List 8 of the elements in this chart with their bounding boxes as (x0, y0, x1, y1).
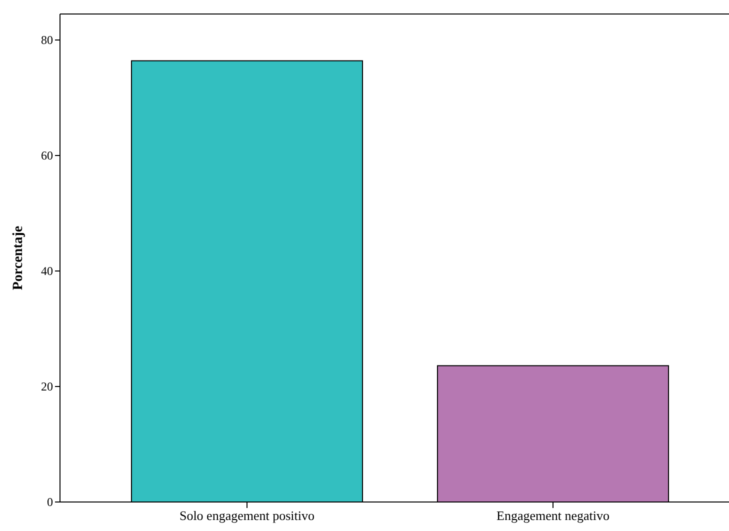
y-tick-label: 0 (47, 495, 53, 510)
y-tick-label: 40 (41, 264, 53, 278)
x-tick-label: Engagement negativo (496, 508, 610, 523)
y-tick-label: 80 (41, 33, 53, 48)
y-tick-label: 60 (41, 148, 53, 163)
x-tick-label: Solo engagement positivo (179, 508, 315, 523)
y-tick-label: 20 (41, 380, 53, 394)
y-axis-title: Porcentaje (11, 226, 26, 290)
